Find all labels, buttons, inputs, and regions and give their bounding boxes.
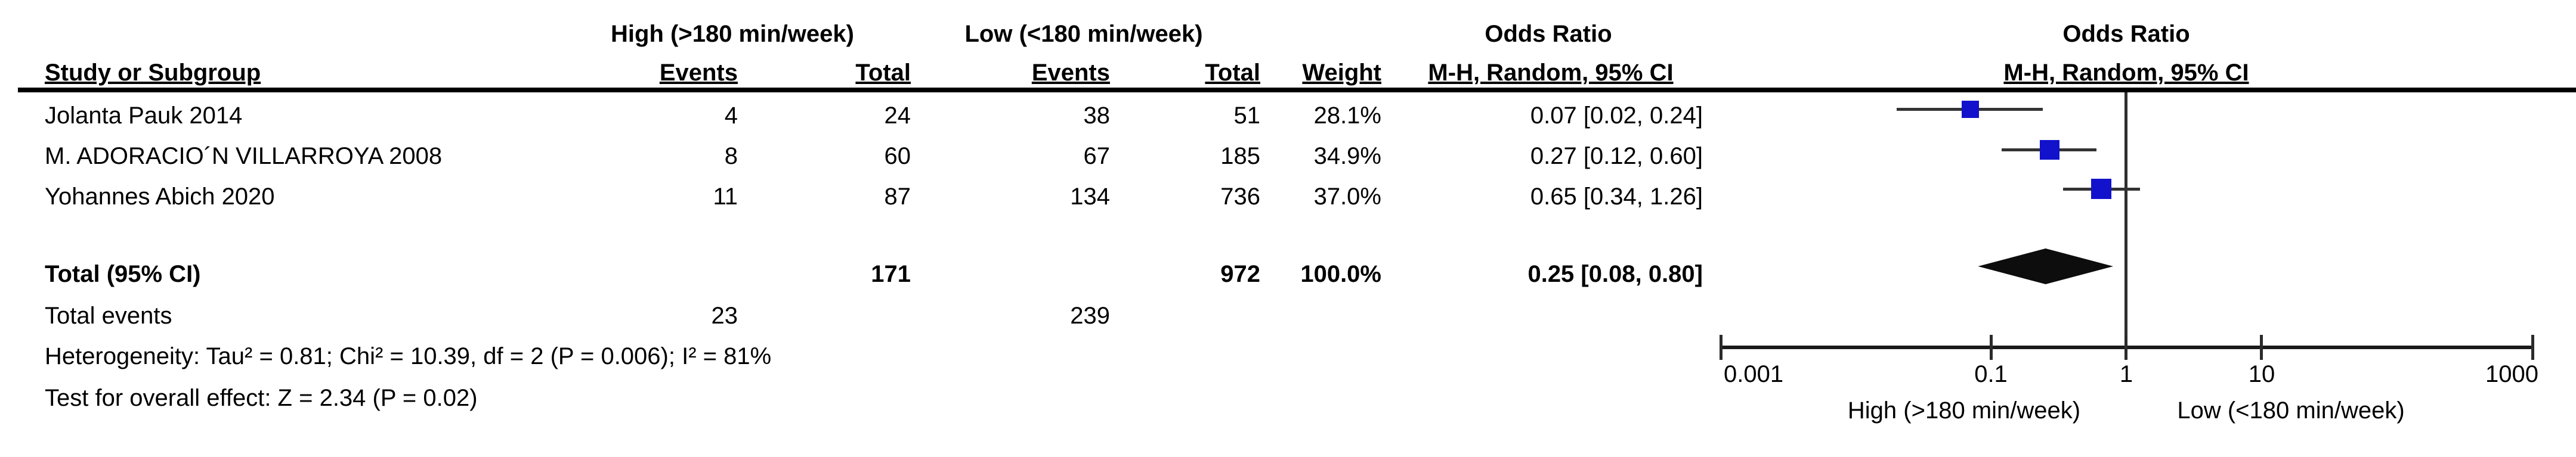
total-diamond (1978, 248, 2114, 284)
study-name: Yohannes Abich 2020 (45, 184, 275, 210)
axis-tick (1990, 335, 1993, 360)
or-square-marker (1961, 100, 1979, 118)
col-header-total-high: Total (855, 60, 911, 86)
study-name: M. ADORACIO´N VILLARROYA 2008 (45, 143, 443, 169)
col-header-events-low: Events (1031, 60, 1110, 86)
events-high-cell: 8 (724, 143, 738, 169)
study-name: Jolanta Pauk 2014 (45, 102, 243, 129)
plot-header-or-ci: M-H, Random, 95% CI (2003, 60, 2249, 86)
col-header-events-high: Events (659, 60, 738, 86)
axis-tick-label: 10 (2248, 361, 2275, 387)
col-header-total-low: Total (1205, 60, 1260, 86)
total-events-high: 23 (711, 303, 738, 329)
axis-tick (1720, 335, 1723, 360)
events-low-cell: 38 (1083, 102, 1111, 129)
total-high-cell: 87 (884, 184, 911, 210)
total-high-cell: 24 (884, 102, 911, 129)
weight-cell: 28.1% (1313, 102, 1381, 129)
total-events-low: 239 (1070, 303, 1110, 329)
axis-label-high: High (>180 min/week) (1847, 397, 2081, 424)
or-ci-cell: 0.07 [0.02, 0.24] (1530, 102, 1703, 129)
total-events-label: Total events (45, 303, 172, 329)
total-low-cell: 185 (1220, 143, 1260, 169)
total-high-sum: 171 (871, 261, 911, 287)
events-low-cell: 134 (1070, 184, 1110, 210)
or-ci-cell: 0.65 [0.34, 1.26] (1530, 184, 1703, 210)
events-high-cell: 4 (724, 102, 738, 129)
total-or-ci: 0.25 [0.08, 0.80] (1527, 261, 1703, 287)
axis-tick (2531, 335, 2534, 360)
events-high-cell: 11 (713, 184, 738, 210)
group-header-low: Low (<180 min/week) (964, 21, 1203, 47)
header-rule (18, 88, 2576, 92)
col-header-weight: Weight (1302, 60, 1381, 86)
events-low-cell: 67 (1083, 143, 1111, 169)
axis-label-low: Low (<180 min/week) (2177, 397, 2405, 424)
total-high-cell: 60 (884, 143, 911, 169)
total-low-sum: 972 (1220, 261, 1260, 287)
or-square-marker (2091, 179, 2111, 199)
weight-cell: 37.0% (1313, 184, 1381, 210)
axis-tick-label: 0.001 (1724, 361, 1784, 387)
axis-tick-label: 1 (2119, 361, 2133, 387)
heterogeneity-text: Heterogeneity: Tau² = 0.81; Chi² = 10.39… (45, 343, 772, 369)
or-ci-cell: 0.27 [0.12, 0.60] (1530, 143, 1703, 169)
overall-effect-text: Test for overall effect: Z = 2.34 (P = 0… (45, 385, 478, 411)
axis-tick (2124, 335, 2127, 360)
or-square-marker (2039, 139, 2059, 160)
total-low-cell: 736 (1220, 184, 1260, 210)
weight-cell: 34.9% (1313, 143, 1381, 169)
odds-ratio-text-header: Odds Ratio (1485, 21, 1612, 47)
total-low-cell: 51 (1233, 102, 1261, 129)
axis-tick (2260, 335, 2263, 360)
odds-ratio-plot-header: Odds Ratio (2062, 21, 2190, 47)
group-header-high: High (>180 min/week) (611, 21, 854, 47)
axis-tick-label: 0.1 (1974, 361, 2008, 387)
axis-tick-label: 1000 (2485, 361, 2538, 387)
null-effect-line (2124, 92, 2127, 349)
col-header-study: Study or Subgroup (45, 60, 261, 86)
col-header-or-ci: M-H, Random, 95% CI (1428, 60, 1674, 86)
total-weight: 100.0% (1300, 261, 1381, 287)
total-label: Total (95% CI) (45, 261, 201, 287)
